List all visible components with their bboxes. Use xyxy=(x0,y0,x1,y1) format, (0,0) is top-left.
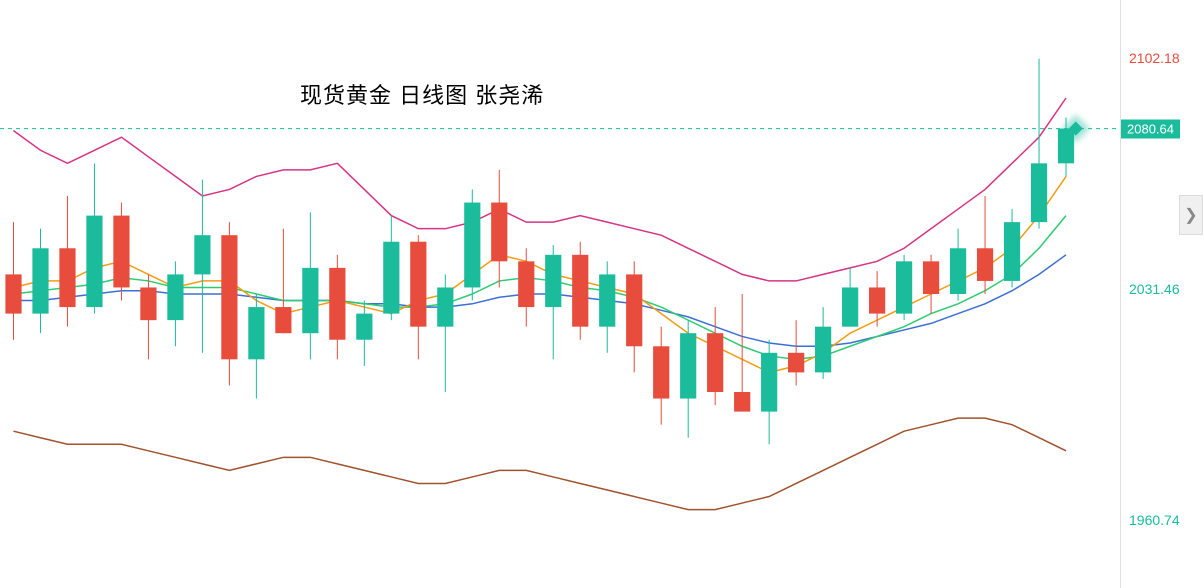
y-axis: 2102.18 2031.46 1960.74 2080.64 xyxy=(1120,0,1203,588)
candle-body xyxy=(950,248,966,294)
candle-body xyxy=(410,242,426,327)
candle-body xyxy=(707,333,723,392)
candle-body xyxy=(113,216,129,288)
candle-body xyxy=(626,274,642,346)
chart-title: 现货黄金 日线图 张尧浠 xyxy=(300,78,544,110)
upper-band xyxy=(13,98,1066,281)
candle-body xyxy=(545,255,561,307)
candle-body xyxy=(437,287,453,326)
candle-body xyxy=(329,268,345,340)
candle-body xyxy=(221,235,237,359)
candle-body xyxy=(275,307,291,333)
candle-body xyxy=(464,203,480,288)
candle-body xyxy=(383,242,399,314)
candle-body xyxy=(518,261,534,307)
candle-body xyxy=(1004,222,1020,281)
candle-body xyxy=(59,248,75,307)
y-axis-label: 2031.46 xyxy=(1129,281,1180,297)
chevron-right-icon: ❯ xyxy=(1184,205,1197,225)
candle-body xyxy=(842,287,858,326)
candle-body xyxy=(302,268,318,333)
candle-body xyxy=(248,307,264,359)
y-axis-label: 1960.74 xyxy=(1129,512,1180,528)
candle-body xyxy=(680,333,696,398)
y-axis-label: 2102.18 xyxy=(1129,50,1180,66)
candle-body xyxy=(5,274,21,313)
candle-body xyxy=(761,353,777,412)
candle-body xyxy=(734,392,750,412)
candle-body xyxy=(356,314,372,340)
lower-band xyxy=(13,418,1066,509)
candle-body xyxy=(977,248,993,281)
candle-body xyxy=(869,287,885,313)
candle-body xyxy=(491,203,507,262)
candle-body xyxy=(86,216,102,307)
candle-body xyxy=(194,235,210,274)
candle-body xyxy=(815,327,831,373)
candle-body xyxy=(599,274,615,326)
expand-button[interactable]: ❯ xyxy=(1179,195,1203,235)
current-price-tag: 2080.64 xyxy=(1121,119,1180,138)
candlestick-chart[interactable] xyxy=(0,0,1120,588)
candle-body xyxy=(167,274,183,320)
candle-body xyxy=(1031,163,1047,222)
candle-body xyxy=(32,248,48,313)
candle-body xyxy=(896,261,912,313)
candle-body xyxy=(140,287,156,320)
candle-body xyxy=(653,346,669,398)
candle-body xyxy=(572,255,588,327)
candle-body xyxy=(788,353,804,373)
candle-body xyxy=(923,261,939,294)
